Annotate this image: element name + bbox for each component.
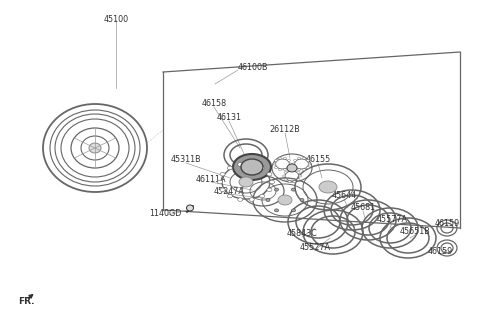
Ellipse shape — [273, 163, 276, 165]
Text: 45527A: 45527A — [300, 242, 331, 251]
Ellipse shape — [297, 179, 300, 180]
Ellipse shape — [291, 209, 296, 212]
Ellipse shape — [238, 163, 243, 166]
Ellipse shape — [294, 167, 297, 168]
Ellipse shape — [287, 164, 297, 172]
Ellipse shape — [294, 159, 297, 161]
Ellipse shape — [278, 195, 292, 205]
Ellipse shape — [275, 209, 278, 212]
Text: 46159: 46159 — [434, 219, 460, 228]
Text: 45247A: 45247A — [214, 187, 244, 195]
Text: 45100: 45100 — [103, 16, 129, 25]
Ellipse shape — [278, 169, 281, 171]
Text: 45577A: 45577A — [376, 215, 408, 225]
Ellipse shape — [293, 169, 296, 171]
Ellipse shape — [300, 199, 304, 202]
Ellipse shape — [228, 194, 232, 198]
Ellipse shape — [260, 166, 264, 170]
Ellipse shape — [249, 163, 254, 166]
Text: 45651B: 45651B — [400, 227, 431, 237]
Ellipse shape — [308, 163, 311, 165]
Ellipse shape — [217, 180, 223, 184]
Ellipse shape — [187, 205, 193, 211]
Ellipse shape — [293, 181, 296, 183]
Ellipse shape — [307, 159, 310, 161]
Text: 46155: 46155 — [305, 156, 331, 165]
Ellipse shape — [260, 194, 264, 198]
Ellipse shape — [288, 181, 291, 183]
Ellipse shape — [289, 163, 292, 165]
Ellipse shape — [288, 169, 291, 171]
Text: 46158: 46158 — [202, 99, 227, 109]
Ellipse shape — [275, 188, 278, 191]
Ellipse shape — [220, 172, 225, 176]
Ellipse shape — [89, 143, 101, 153]
Ellipse shape — [228, 166, 232, 170]
Ellipse shape — [267, 188, 272, 191]
Ellipse shape — [284, 171, 287, 173]
Ellipse shape — [288, 159, 290, 161]
Ellipse shape — [239, 177, 253, 187]
Ellipse shape — [283, 175, 286, 177]
Ellipse shape — [319, 181, 337, 193]
Ellipse shape — [278, 157, 281, 159]
Ellipse shape — [269, 180, 275, 184]
Ellipse shape — [233, 154, 271, 180]
Ellipse shape — [266, 199, 270, 202]
Ellipse shape — [299, 175, 301, 177]
Ellipse shape — [275, 159, 277, 161]
Text: 46100B: 46100B — [238, 64, 268, 73]
Ellipse shape — [302, 169, 305, 171]
Ellipse shape — [298, 169, 300, 171]
Ellipse shape — [288, 167, 290, 168]
Text: 46111A: 46111A — [196, 175, 226, 183]
Ellipse shape — [284, 169, 287, 171]
Ellipse shape — [297, 171, 300, 173]
Ellipse shape — [238, 198, 243, 201]
Ellipse shape — [302, 157, 305, 159]
Text: 1140GD: 1140GD — [149, 209, 181, 217]
Ellipse shape — [249, 198, 254, 201]
Ellipse shape — [220, 188, 225, 191]
Ellipse shape — [307, 167, 310, 168]
Text: 45644: 45644 — [331, 191, 357, 201]
Text: 45311B: 45311B — [171, 156, 201, 165]
Ellipse shape — [267, 172, 272, 176]
Ellipse shape — [298, 157, 300, 159]
Text: 26112B: 26112B — [270, 125, 300, 134]
Ellipse shape — [284, 157, 287, 159]
Text: FR.: FR. — [18, 297, 35, 307]
Text: 46131: 46131 — [216, 113, 241, 122]
Text: 45843C: 45843C — [287, 229, 317, 238]
Ellipse shape — [291, 188, 296, 191]
Ellipse shape — [241, 159, 263, 175]
Ellipse shape — [275, 167, 277, 168]
Ellipse shape — [292, 163, 295, 165]
Text: 46159: 46159 — [427, 248, 453, 257]
Text: 45681: 45681 — [350, 203, 375, 213]
Ellipse shape — [284, 179, 287, 180]
